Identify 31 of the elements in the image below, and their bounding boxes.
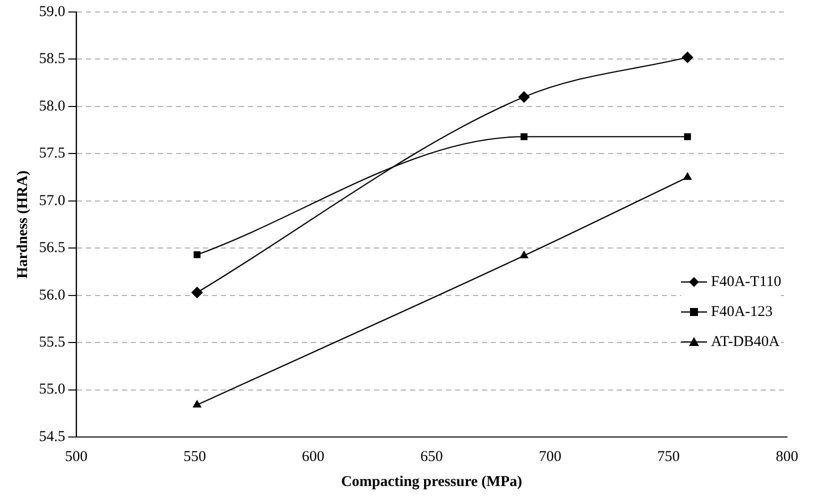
- legend-label: AT-DB40A: [711, 334, 780, 350]
- point: [194, 251, 201, 258]
- x-tick-label: 550: [183, 448, 206, 465]
- y-tick-label: 58.5: [39, 51, 66, 68]
- point: [518, 91, 530, 103]
- y-tick-label: 56.0: [39, 287, 66, 304]
- x-tick-label: 750: [657, 448, 680, 465]
- y-tick-label: 59.0: [39, 4, 66, 20]
- y-tick-label: 57.5: [39, 146, 66, 162]
- y-tick-label: 55.0: [39, 382, 66, 398]
- point: [520, 251, 528, 258]
- point: [682, 52, 694, 63]
- x-tick-label: 600: [302, 448, 324, 465]
- point: [520, 133, 528, 140]
- x-tick-label: 650: [420, 448, 443, 465]
- point: [683, 172, 692, 180]
- point: [193, 400, 202, 408]
- y-tick-label: 56.5: [39, 240, 66, 256]
- legend-label: F40A-T110: [711, 274, 782, 290]
- x-tick-label: 800: [776, 448, 798, 465]
- y-axis-title: Hardness (HRA): [14, 170, 31, 278]
- y-tick-label: 54.5: [39, 428, 66, 445]
- point: [684, 133, 691, 140]
- y-tick-label: 55.5: [39, 334, 66, 350]
- x-axis-title: Compacting pressure (MPa): [341, 474, 522, 490]
- y-tick-label: 57.0: [39, 192, 66, 209]
- point: [191, 286, 203, 298]
- legend-label: F40A-123: [711, 304, 773, 320]
- x-tick-label: 500: [65, 448, 88, 465]
- y-tick-label: 58.0: [39, 98, 66, 114]
- x-tick-label: 700: [538, 448, 562, 465]
